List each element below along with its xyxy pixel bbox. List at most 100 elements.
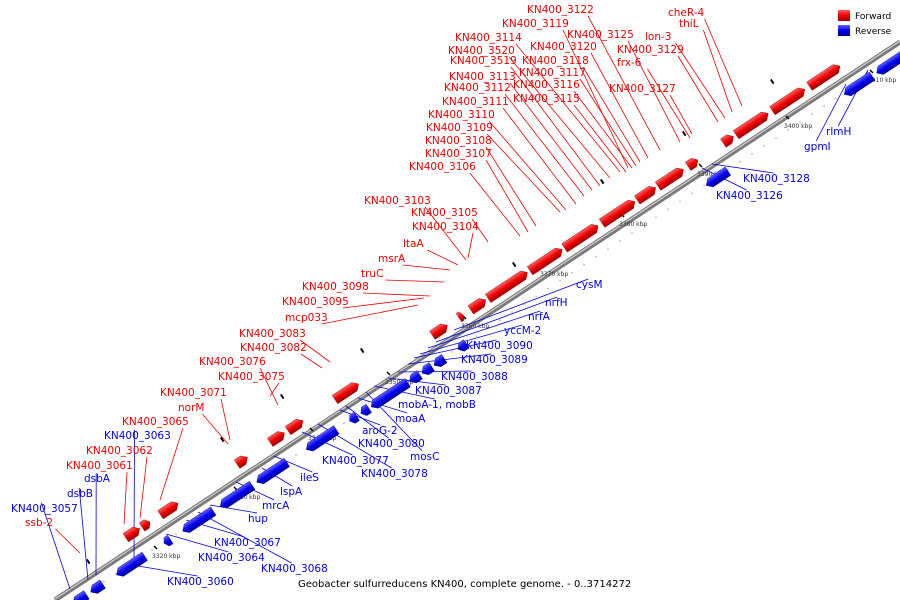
forward-gene[interactable]: [331, 380, 361, 405]
label-kn400-3107[interactable]: KN400_3107: [425, 148, 492, 160]
reverse-gene[interactable]: [254, 457, 290, 486]
label-kn400-3106[interactable]: KN400_3106: [409, 161, 476, 173]
label-msra[interactable]: msrA: [378, 253, 406, 265]
label-kn400-3520[interactable]: KN400_3520: [448, 45, 515, 57]
label-kn400-3057[interactable]: KN400_3057: [11, 503, 78, 515]
label-kn400-3075[interactable]: KN400_3075: [218, 371, 285, 383]
label-norm[interactable]: norM: [178, 402, 204, 414]
forward-gene[interactable]: [654, 165, 686, 191]
reverse-gene[interactable]: [368, 378, 411, 411]
reverse-gene[interactable]: [88, 579, 106, 596]
label-kn400-3108[interactable]: KN400_3108: [425, 135, 492, 147]
label-kn400-3104[interactable]: KN400_3104: [412, 221, 479, 233]
label-kn400-3088[interactable]: KN400_3088: [441, 371, 508, 383]
forward-gene[interactable]: [485, 268, 530, 303]
reverse-gene[interactable]: [419, 362, 435, 378]
forward-gene[interactable]: [720, 132, 737, 148]
label-dsbb[interactable]: dsbB: [67, 488, 93, 500]
reverse-gene[interactable]: [431, 354, 448, 369]
label-kn400-3113[interactable]: KN400_3113: [449, 71, 516, 83]
label-kn400-3115[interactable]: KN400_3115: [513, 93, 580, 105]
label-kn400-3105[interactable]: KN400_3105: [411, 207, 478, 219]
legend-item-forward[interactable]: Forward: [838, 10, 891, 22]
label-kn400-3111[interactable]: KN400_3111: [442, 96, 509, 108]
forward-gene[interactable]: [455, 311, 466, 323]
label-kn400-3080[interactable]: KN400_3080: [358, 438, 425, 450]
reverse-gene[interactable]: [114, 551, 148, 579]
forward-gene[interactable]: [598, 197, 637, 228]
forward-gene[interactable]: [267, 429, 287, 447]
label-truc[interactable]: truC: [361, 268, 383, 280]
label-ltaa[interactable]: ltaA: [403, 238, 424, 250]
label-kn400-3114[interactable]: KN400_3114: [455, 32, 522, 44]
label-dsba[interactable]: dsbA: [84, 473, 111, 485]
label-thil[interactable]: thiL: [679, 18, 699, 30]
label-kn400-3116[interactable]: KN400_3116: [513, 79, 580, 91]
label-kn400-3122[interactable]: KN400_3122: [527, 4, 594, 16]
reverse-gene[interactable]: [455, 339, 470, 354]
reverse-gene[interactable]: [161, 535, 174, 547]
label-kn400-3126[interactable]: KN400_3126: [716, 190, 783, 202]
forward-gene[interactable]: [634, 184, 658, 205]
label-kn400-3087[interactable]: KN400_3087: [415, 385, 482, 397]
label-moba-1-mobb[interactable]: mobA-1, mobB: [398, 399, 476, 411]
label-kn400-3127[interactable]: KN400_3127: [609, 83, 676, 95]
label-kn400-3078[interactable]: KN400_3078: [361, 468, 428, 480]
label-kn400-3519[interactable]: KN400_3519: [450, 55, 517, 67]
label-kn400-3068[interactable]: KN400_3068: [261, 563, 328, 575]
label-kn400-3062[interactable]: KN400_3062: [86, 445, 153, 457]
label-ssb-2[interactable]: ssb-2: [25, 517, 53, 529]
forward-gene[interactable]: [769, 85, 808, 116]
label-yccm-2[interactable]: yccM-2: [504, 325, 541, 337]
label-kn400-3112[interactable]: KN400_3112: [444, 82, 511, 94]
label-kn400-3118[interactable]: KN400_3118: [522, 55, 589, 67]
label-mrca[interactable]: mrcA: [262, 500, 290, 512]
label-kn400-3119[interactable]: KN400_3119: [502, 18, 569, 30]
label-kn400-3129[interactable]: KN400_3129: [617, 44, 684, 56]
forward-gene[interactable]: [561, 222, 601, 253]
reverse-gene[interactable]: [180, 506, 217, 536]
label-kn400-3103[interactable]: KN400_3103: [364, 195, 431, 207]
label-arog-2[interactable]: aroG-2: [362, 425, 398, 437]
reverse-gene[interactable]: [407, 370, 423, 386]
label-kn400-3083[interactable]: KN400_3083: [239, 328, 306, 340]
forward-gene[interactable]: [138, 518, 152, 532]
label-cysm[interactable]: cysM: [576, 279, 603, 291]
reverse-gene[interactable]: [358, 403, 372, 418]
label-kn400-3082[interactable]: KN400_3082: [240, 342, 307, 354]
label-lon-3[interactable]: lon-3: [645, 31, 671, 43]
label-hup[interactable]: hup: [248, 513, 268, 525]
forward-gene[interactable]: [233, 453, 250, 469]
label-kn400-3095[interactable]: KN400_3095: [282, 296, 349, 308]
label-mosc[interactable]: mosC: [410, 451, 439, 463]
forward-gene[interactable]: [429, 321, 451, 340]
label-kn400-3060[interactable]: KN400_3060: [167, 576, 234, 588]
reverse-gene[interactable]: [841, 71, 876, 99]
label-frx-6[interactable]: frx-6: [617, 57, 642, 69]
label-nrfh[interactable]: nrfH: [545, 297, 568, 309]
label-gpmi[interactable]: gpmI: [804, 141, 831, 153]
reverse-gene[interactable]: [304, 425, 340, 454]
label-nrfa[interactable]: nrfA: [528, 311, 551, 323]
label-kn400-3076[interactable]: KN400_3076: [199, 356, 266, 368]
forward-gene[interactable]: [157, 499, 181, 520]
label-kn400-3089[interactable]: KN400_3089: [461, 354, 528, 366]
label-kn400-3125[interactable]: KN400_3125: [567, 29, 634, 41]
label-kn400-3065[interactable]: KN400_3065: [122, 416, 189, 428]
forward-gene[interactable]: [732, 109, 771, 140]
label-rlmh[interactable]: rlmH: [826, 126, 851, 138]
label-kn400-3128[interactable]: KN400_3128: [743, 173, 810, 185]
forward-gene[interactable]: [685, 156, 700, 171]
forward-gene[interactable]: [526, 245, 565, 276]
label-kn400-3120[interactable]: KN400_3120: [530, 41, 597, 53]
label-kn400-3117[interactable]: KN400_3117: [519, 67, 586, 79]
label-kn400-3067[interactable]: KN400_3067: [214, 537, 281, 549]
reverse-gene[interactable]: [704, 166, 732, 190]
forward-gene[interactable]: [122, 524, 142, 543]
label-moaa[interactable]: moaA: [395, 413, 426, 425]
label-kn400-3077[interactable]: KN400_3077: [322, 455, 389, 467]
legend-item-reverse[interactable]: Reverse: [838, 25, 892, 37]
label-kn400-3109[interactable]: KN400_3109: [426, 122, 493, 134]
label-mcp033[interactable]: mcp033: [285, 312, 328, 324]
label-kn400-3090[interactable]: KN400_3090: [466, 340, 533, 352]
